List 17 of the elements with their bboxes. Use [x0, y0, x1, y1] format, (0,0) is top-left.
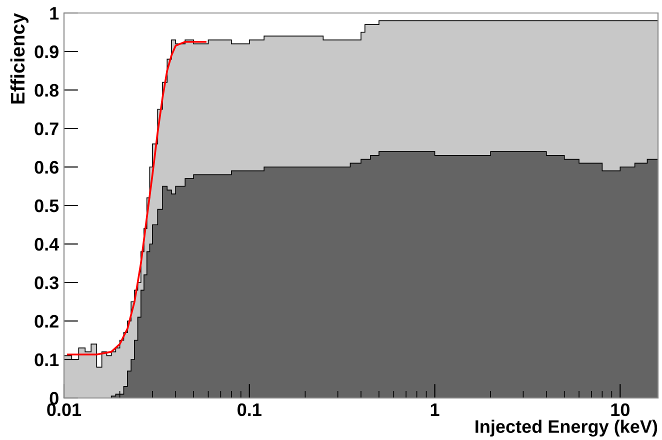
y-tick-label: 0.5 [34, 199, 59, 212]
y-tick-label: 0.1 [34, 353, 59, 366]
y-tick-label: 0.4 [34, 238, 60, 251]
y-tick-label: 0.7 [34, 122, 58, 136]
y-tick-label: 1 [50, 7, 59, 20]
x-tick-label: 1 [430, 404, 440, 416]
x-tick-label: 0.01 [47, 403, 82, 416]
y-tick-label: 0 [50, 392, 58, 405]
x-tick-label: 0.1 [238, 403, 262, 416]
y-tick-label: 0.8 [34, 84, 59, 97]
x-tick-label: 10 [611, 403, 630, 416]
x-axis-title: Injected Energy (keV) [476, 420, 658, 437]
y-axis-title: Efficiency [10, 13, 28, 104]
y-tick-label: 0.2 [34, 314, 58, 328]
y-tick-label: 0.9 [34, 45, 58, 58]
y-tick-label: 0.6 [34, 160, 58, 174]
y-tick-label: 0.3 [34, 276, 58, 290]
